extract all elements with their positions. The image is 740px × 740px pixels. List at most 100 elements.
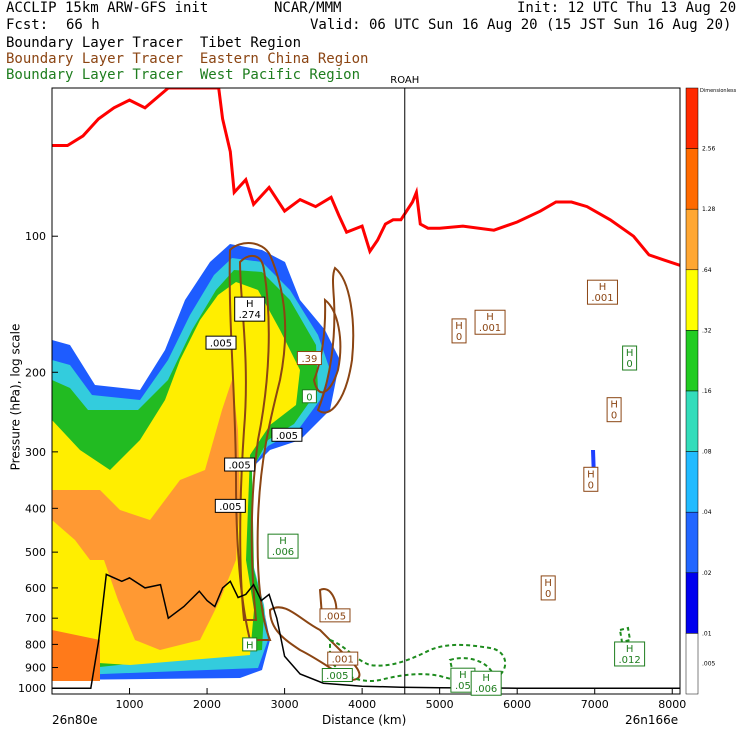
colorbar-level-label: 2.56 (702, 146, 716, 153)
colorbar-swatch (685, 148, 699, 210)
y-tick-label: 700 (25, 612, 46, 625)
colorbar-swatch (685, 572, 699, 634)
high-box (622, 345, 638, 371)
high-marker: H.274 (234, 296, 266, 322)
high-marker: .39 (296, 351, 322, 366)
colorbar-swatch (685, 451, 699, 513)
tracer-shade-orange (52, 380, 240, 650)
high-box (271, 427, 303, 442)
legend-eastern-china: Boundary Layer Tracer Eastern China Regi… (6, 51, 369, 67)
colorbar-level-label: .02 (702, 570, 712, 577)
high-box (234, 296, 266, 322)
contour-eastern-china-2 (238, 254, 270, 621)
contour-eastern-china-3 (316, 266, 355, 414)
legend-west-pacific: Boundary Layer Tracer West Pacific Regio… (6, 67, 361, 83)
high-marker: 0 (301, 389, 317, 404)
tracer-shade-orange-lower (52, 630, 100, 681)
high-box (327, 651, 359, 666)
high-box (242, 637, 258, 652)
high-box (451, 318, 467, 344)
high-marker: .005 (205, 335, 237, 350)
contour-eastern-china-1 (228, 242, 287, 641)
high-value: 0 (545, 589, 551, 600)
high-marker: H.006 (267, 533, 299, 559)
y-tick-label: 1000 (18, 682, 46, 695)
colorbar-level-label: .16 (702, 388, 712, 395)
high-marker: .005 (319, 608, 351, 623)
contour-west-pacific-3 (618, 626, 632, 644)
high-box (319, 608, 351, 623)
y-tick-label: 200 (25, 366, 46, 379)
tropopause-line (52, 88, 680, 267)
high-value: .05 (455, 681, 471, 692)
x-tick-label: 8000 (658, 698, 686, 711)
high-marker: H0 (583, 466, 599, 492)
high-label: H (587, 469, 595, 480)
y-tick-label: 300 (25, 446, 46, 459)
high-value: 0 (306, 392, 312, 403)
legend-tibet: Boundary Layer Tracer Tibet Region (6, 35, 302, 51)
plot-frame (51, 87, 681, 695)
colorbar-level-label: 1.28 (702, 206, 716, 213)
high-label: H (599, 282, 607, 293)
high-marker: H0 (622, 345, 638, 371)
high-value: .012 (618, 655, 640, 666)
high-box (474, 309, 506, 335)
high-label: H (544, 578, 552, 589)
high-value: .005 (276, 431, 298, 442)
high-marker: H0 (606, 397, 622, 423)
terrain-line (52, 573, 680, 689)
x-tick-label: 6000 (503, 698, 531, 711)
colorbar-swatch (685, 330, 699, 392)
left-endpoint-label: 26n80e (52, 713, 98, 727)
high-label: H (459, 670, 467, 681)
high-label: H (279, 536, 287, 547)
high-marker: H.001 (586, 279, 618, 305)
high-value: .006 (475, 684, 497, 695)
colorbar-swatch (685, 269, 699, 331)
colorbar-level-label: .01 (702, 630, 712, 637)
x-tick-label: 3000 (271, 698, 299, 711)
x-tick-label: 5000 (426, 698, 454, 711)
x-tick-label: 1000 (116, 698, 144, 711)
y-tick-label: 600 (25, 582, 46, 595)
high-value: .005 (210, 339, 232, 350)
high-box (267, 533, 299, 559)
high-label: H (246, 299, 254, 310)
high-marker: H0 (451, 318, 467, 344)
high-marker: .005 (321, 668, 353, 683)
high-marker: H.006 (470, 670, 502, 696)
high-value: .001 (332, 655, 354, 666)
high-value: .005 (324, 611, 346, 622)
high-label: H (626, 348, 634, 359)
colorbar-level-label: .32 (702, 327, 712, 334)
high-value: .005 (228, 461, 250, 472)
x-tick-label: 7000 (581, 698, 609, 711)
high-box (614, 641, 646, 667)
high-value: 0 (626, 359, 632, 370)
colorbar-swatch (685, 208, 699, 271)
colorbar-swatch (685, 390, 699, 452)
model-title: ACCLIP 15km ARW-GFS init (6, 0, 209, 16)
high-marker: H.001 (474, 309, 506, 335)
high-value: .001 (591, 293, 613, 304)
x-axis-label: Distance (km) (322, 713, 407, 727)
high-label: H (626, 644, 634, 655)
high-box (214, 498, 246, 513)
colorbar-swatch (685, 87, 699, 149)
high-box (224, 457, 256, 472)
forecast-hour: 66 h (66, 17, 100, 33)
high-marker: .005 (224, 457, 256, 472)
high-box (301, 389, 317, 404)
high-label: H (486, 312, 494, 323)
high-box (321, 668, 353, 683)
high-label: H (482, 673, 490, 684)
high-marker: .005 (271, 427, 303, 442)
colorbar-title: Dimensionless (700, 88, 737, 94)
y-axis-label: Pressure (hPa), log scale (8, 323, 23, 471)
high-marker: H.012 (614, 641, 646, 667)
high-label: H (455, 321, 463, 332)
high-value: .001 (479, 323, 501, 334)
high-box (470, 670, 502, 696)
